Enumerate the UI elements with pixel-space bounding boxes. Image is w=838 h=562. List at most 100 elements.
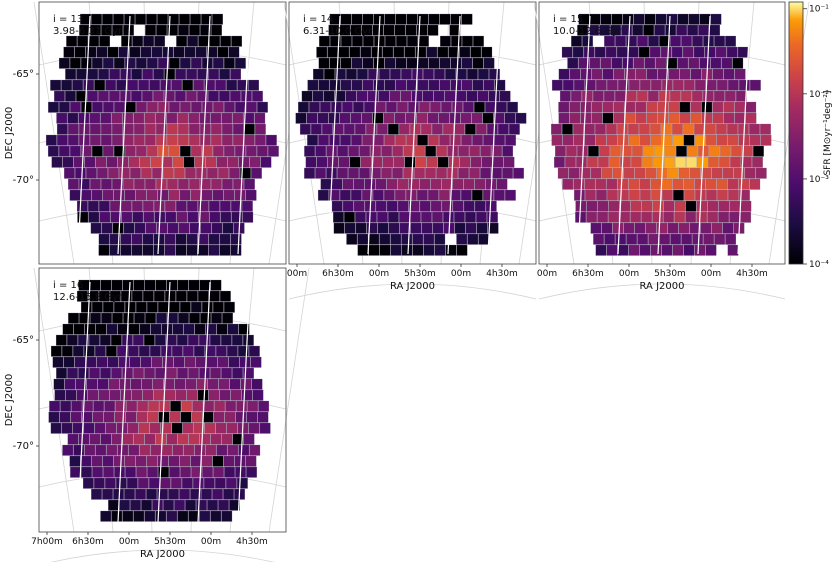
- sfr-cell: [360, 156, 372, 168]
- sfr-cell: [126, 400, 138, 412]
- sfr-cell: [668, 112, 680, 124]
- sfr-cell: [201, 455, 213, 467]
- sfr-cell: [694, 134, 706, 146]
- sfr-cell: [165, 211, 177, 223]
- sfr-cell: [493, 189, 505, 201]
- sfr-cell: [206, 356, 218, 368]
- sfr-cell: [384, 134, 395, 146]
- sfr-cell: [111, 123, 123, 135]
- sfr-cell: [379, 244, 391, 256]
- x-tick-label: 6h30m: [322, 269, 354, 279]
- x-tick-label: 00m: [619, 269, 639, 279]
- sfr-cell: [177, 279, 189, 291]
- sfr-cell: [97, 167, 108, 179]
- sfr-cell: [554, 156, 565, 168]
- sfr-cell: [408, 101, 419, 113]
- sfr-cell: [400, 90, 412, 102]
- sfr-cell: [595, 134, 607, 146]
- sfr-cell: [566, 145, 577, 157]
- sfr-cell: [142, 389, 154, 401]
- sfr-cell: [624, 68, 636, 80]
- sfr-cell: [232, 367, 243, 379]
- sfr-cell: [438, 112, 450, 124]
- sfr-cell: [146, 13, 157, 25]
- sfr-cell: [123, 178, 134, 190]
- tile-seam: [197, 15, 211, 255]
- sfr-cell: [650, 134, 662, 146]
- sfr-cell: [682, 46, 694, 58]
- sfr-cell: [94, 79, 106, 91]
- sfr-cell: [96, 356, 108, 368]
- sfr-cell: [229, 378, 241, 390]
- sfr-cell: [589, 13, 601, 25]
- sfr-cell: [131, 200, 143, 212]
- sfr-cell: [472, 79, 484, 91]
- sfr-cell: [377, 222, 389, 234]
- sfr-cell: [223, 301, 235, 313]
- sfr-cell: [373, 13, 385, 25]
- sfr-cell: [403, 167, 414, 179]
- sfr-cell: [416, 112, 428, 124]
- sfr-cell: [606, 178, 618, 190]
- sfr-cell: [157, 189, 169, 201]
- sfr-cell: [489, 68, 500, 80]
- sfr-cell: [170, 400, 182, 412]
- sfr-cell: [591, 68, 603, 80]
- sfr-cell: [133, 367, 144, 379]
- sfr-cell: [454, 222, 466, 234]
- sfr-cell: [478, 233, 490, 245]
- sfr-cell: [77, 211, 89, 223]
- sfr-cell: [129, 46, 141, 58]
- sfr-cell: [401, 233, 413, 245]
- sfr-cell: [340, 13, 352, 25]
- sfr-cell: [334, 90, 346, 102]
- sfr-cell: [73, 323, 85, 335]
- sfr-cell: [68, 312, 79, 324]
- sfr-cell: [133, 112, 145, 124]
- sfr-cell: [85, 46, 97, 58]
- sfr-cell: [393, 46, 405, 58]
- sfr-cell: [417, 57, 429, 69]
- sfr-cell: [65, 90, 76, 102]
- sfr-cell: [232, 123, 244, 135]
- sfr-cell: [706, 189, 717, 201]
- sfr-cell: [109, 233, 121, 245]
- sfr-cell: [80, 455, 92, 467]
- sfr-cell: [590, 167, 602, 179]
- sfr-cell: [245, 189, 257, 201]
- sfr-cell: [134, 222, 146, 234]
- sfr-cell: [77, 334, 89, 346]
- sfr-cell: [212, 301, 224, 313]
- sfr-cell: [678, 167, 690, 179]
- sfr-cell: [469, 167, 480, 179]
- sfr-map: [295, 13, 527, 256]
- tile-seam: [487, 15, 501, 255]
- sfr-cell: [122, 510, 134, 522]
- sfr-cell: [91, 145, 103, 157]
- sfr-cell: [168, 13, 179, 25]
- sfr-cell: [223, 488, 234, 500]
- sfr-cell: [418, 35, 429, 47]
- sfr-cell: [201, 301, 213, 313]
- dec-gridline: [288, 283, 537, 300]
- sfr-cell: [738, 123, 749, 135]
- sfr-cell: [340, 79, 352, 91]
- sfr-cell: [357, 244, 369, 256]
- sfr-cell: [82, 477, 94, 489]
- sfr-cell: [705, 79, 717, 91]
- sfr-cell: [567, 57, 579, 69]
- sfr-cell: [94, 422, 106, 434]
- sfr-cell: [611, 13, 623, 25]
- sfr-cell: [157, 57, 169, 69]
- sfr-cell: [130, 378, 142, 390]
- sfr-cell: [125, 411, 137, 423]
- sfr-cell: [188, 112, 200, 124]
- sfr-cell: [64, 378, 76, 390]
- sfr-cell: [639, 178, 651, 190]
- sfr-cell: [439, 13, 451, 25]
- sfr-cell: [586, 211, 598, 223]
- sfr-cell: [414, 167, 425, 179]
- sfr-cell: [74, 356, 86, 368]
- sfr-cell: [179, 301, 191, 313]
- sfr-cell: [249, 156, 261, 168]
